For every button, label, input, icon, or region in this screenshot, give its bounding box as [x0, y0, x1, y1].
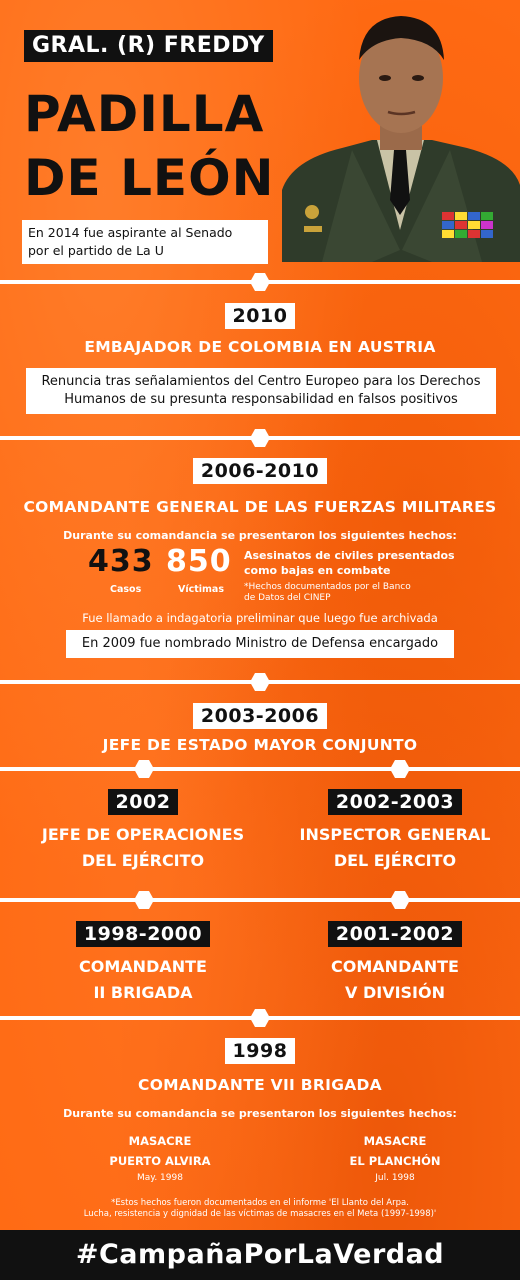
- timeline-divider: [0, 898, 520, 902]
- role-2002-2003-line-2: DEL EJÉRCITO: [333, 851, 457, 870]
- masacres-source-note: *Estos hechos fueron documentados en el …: [0, 1198, 520, 1220]
- year-label-2002: 2002: [107, 789, 179, 815]
- year-label-2006-2010: 2006-2010: [192, 458, 328, 484]
- victims-label: Víctimas: [178, 584, 225, 595]
- surname-line-1: PADILLA: [24, 85, 265, 143]
- role-2003-2006: JEFE DE ESTADO MAYOR CONJUNTO: [102, 736, 418, 754]
- massacre-1-label: MASACRE: [128, 1134, 192, 1148]
- role-2002-2003: INSPECTOR GENERAL DEL EJÉRCITO: [282, 822, 508, 874]
- events-intro-1998: Durante su comandancia se presentaron lo…: [63, 1107, 457, 1120]
- masacres-source-line-2: Lucha, resistencia y dignidad de las víc…: [83, 1209, 437, 1219]
- massacre-1-date: May. 1998: [137, 1173, 183, 1183]
- cinep-source-note: *Hechos documentados por el Banco de Dat…: [244, 582, 411, 604]
- timeline-hex-marker: [390, 891, 410, 909]
- timeline-hex-marker: [134, 891, 154, 909]
- massacre-el-planchon: MASACRE EL PLANCHÓN Jul. 1998: [300, 1130, 490, 1186]
- victims-description: Asesinatos de civiles presentados como b…: [244, 548, 455, 578]
- timeline-hex-marker: [250, 1009, 270, 1027]
- role-2002-line-1: JEFE DE OPERACIONES: [41, 825, 245, 844]
- masacres-source-line-1: *Estos hechos fueron documentados en el …: [111, 1198, 409, 1208]
- rank-name-label: GRAL. (R) FREDDY: [24, 30, 273, 62]
- note-2010-line-2: Humanos de su presunta responsabilidad e…: [64, 392, 458, 407]
- note-2010-line-1: Renuncia tras señalamientos del Centro E…: [41, 374, 481, 389]
- massacre-1-place: PUERTO ALVIRA: [109, 1154, 211, 1168]
- timeline-hex-marker: [250, 273, 270, 291]
- year-label-1998: 1998: [224, 1038, 296, 1064]
- massacre-2-place: EL PLANCHÓN: [349, 1154, 441, 1168]
- year-label-2001-2002: 2001-2002: [327, 921, 463, 947]
- intro-line-2: por el partido de La U: [28, 243, 164, 258]
- massacre-2-date: Jul. 1998: [375, 1173, 415, 1183]
- timeline-hex-marker: [134, 760, 154, 778]
- timeline-divider: [0, 767, 520, 771]
- timeline-hex-marker: [390, 760, 410, 778]
- victims-count: 850: [166, 544, 232, 579]
- massacre-2-label: MASACRE: [363, 1134, 427, 1148]
- cases-count: 433: [88, 544, 154, 579]
- role-1998-2000-line-1: COMANDANTE: [79, 957, 207, 976]
- events-intro-2006: Durante su comandancia se presentaron lo…: [63, 529, 457, 542]
- victims-desc-line-2: como bajas en combate: [244, 564, 391, 577]
- cases-label: Casos: [110, 584, 142, 595]
- intro-box: En 2014 fue aspirante al Senado por el p…: [22, 220, 268, 264]
- role-2002-2003-line-1: INSPECTOR GENERAL: [299, 825, 491, 844]
- minister-box: En 2009 fue nombrado Ministro de Defensa…: [66, 630, 454, 658]
- victims-desc-line-1: Asesinatos de civiles presentados: [244, 549, 455, 562]
- year-label-2003-2006: 2003-2006: [192, 703, 328, 729]
- year-label-2002-2003: 2002-2003: [327, 789, 463, 815]
- timeline-hex-marker: [250, 673, 270, 691]
- role-1998-2000: COMANDANTE II BRIGADA: [0, 954, 286, 1006]
- indagatoria-note: Fue llamado a indagatoria preliminar que…: [82, 611, 438, 625]
- role-1998-2000-line-2: II BRIGADA: [93, 983, 193, 1002]
- portrait-photo: [282, 16, 520, 262]
- massacre-puerto-alvira: MASACRE PUERTO ALVIRA May. 1998: [60, 1130, 260, 1186]
- timeline-hex-marker: [250, 429, 270, 447]
- cinep-source-line-1: *Hechos documentados por el Banco: [244, 582, 411, 592]
- role-2010: EMBAJADOR DE COLOMBIA EN AUSTRIA: [84, 338, 436, 356]
- year-label-2010: 2010: [224, 303, 296, 329]
- note-box-2010: Renuncia tras señalamientos del Centro E…: [26, 368, 496, 414]
- role-2002: JEFE DE OPERACIONES DEL EJÉRCITO: [0, 822, 286, 874]
- surname-line-2: DE LEÓN: [24, 149, 275, 207]
- role-2001-2002: COMANDANTE V DIVISIÓN: [282, 954, 508, 1006]
- role-2006-2010: COMANDANTE GENERAL DE LAS FUERZAS MILITA…: [23, 498, 497, 516]
- cinep-source-line-2: de Datos del CINEP: [244, 593, 331, 603]
- intro-line-1: En 2014 fue aspirante al Senado: [28, 225, 233, 240]
- role-2001-2002-line-2: V DIVISIÓN: [345, 983, 445, 1002]
- year-label-1998-2000: 1998-2000: [75, 921, 211, 947]
- role-2001-2002-line-1: COMANDANTE: [331, 957, 459, 976]
- campaign-hashtag-footer: #CampañaPorLaVerdad: [0, 1230, 520, 1280]
- role-1998: COMANDANTE VII BRIGADA: [138, 1076, 382, 1094]
- role-2002-line-2: DEL EJÉRCITO: [81, 851, 205, 870]
